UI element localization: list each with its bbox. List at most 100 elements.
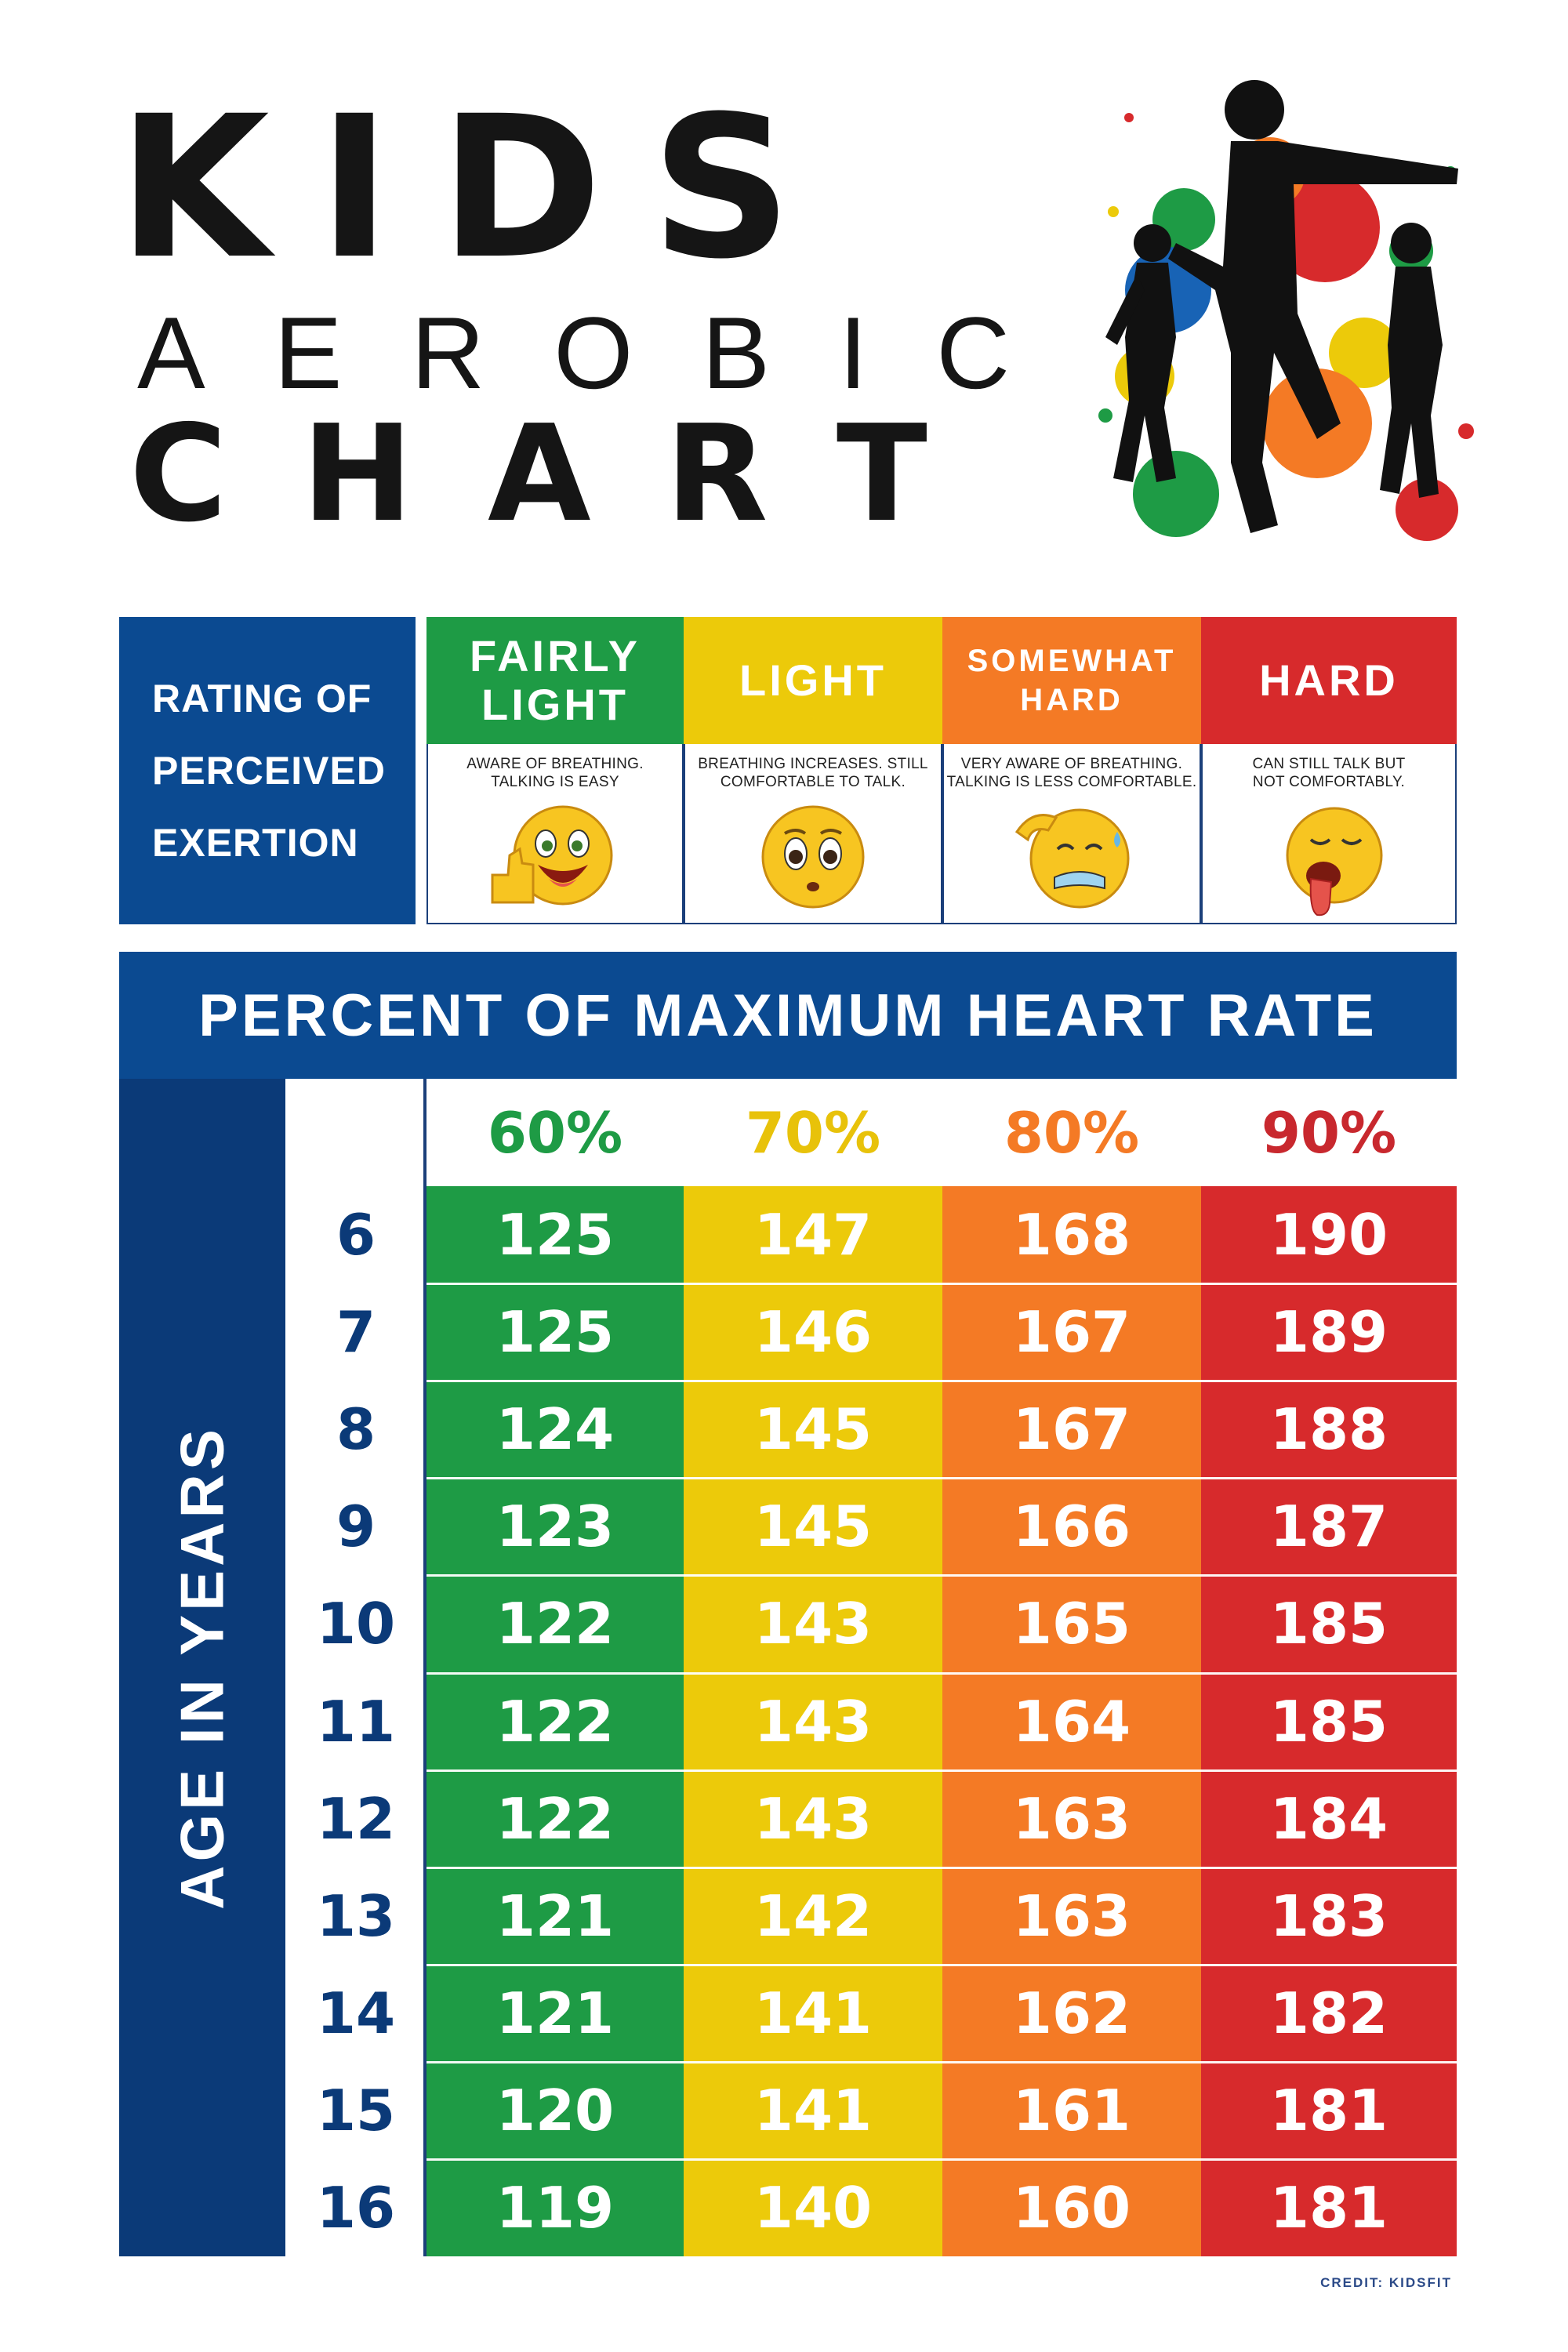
column-header: 80% (1004, 1100, 1140, 1166)
heart-rate-cell: 125 (495, 1202, 615, 1268)
age-band (119, 1079, 285, 2256)
credit-text: CREDIT: KIDSFIT (1320, 2275, 1452, 2290)
heart-rate-cell: 122 (495, 1688, 615, 1755)
heart-rate-cell: 147 (753, 1202, 873, 1268)
age-value: 10 (316, 1591, 396, 1657)
age-value: 6 (336, 1202, 376, 1268)
heart-rate-cell: 162 (1012, 1980, 1131, 2046)
title-aerobic: AEROBIC (137, 296, 1080, 410)
heart-rate-cell: 121 (495, 1980, 615, 2046)
running-kids-paint-splash-icon (1098, 80, 1474, 541)
rpe-body-light: BREATHING INCREASES. STILL COMFORTABLE T… (684, 744, 942, 924)
title-chart: CHART (129, 397, 1002, 552)
heart-rate-cell: 183 (1269, 1882, 1388, 1949)
heart-rate-cell: 143 (753, 1688, 873, 1755)
heart-rate-cell: 142 (753, 1882, 873, 1949)
heart-rate-cell: 185 (1269, 1688, 1388, 1755)
column-fill-70pct (684, 1186, 942, 2256)
heart-rate-cell: 145 (753, 1494, 873, 1560)
rpe-head-hard: HARD (1201, 617, 1457, 744)
heart-rate-cell: 188 (1269, 1396, 1388, 1463)
sweating-face-icon (1014, 808, 1130, 909)
age-value: 9 (336, 1494, 376, 1560)
row-divider (426, 2158, 1457, 2161)
rpe-head-line: SOMEWHAT (967, 644, 1177, 678)
heart-rate-cell: 120 (495, 2077, 615, 2143)
heart-rate-cell: 167 (1012, 1299, 1131, 1366)
rpe-body-hard: CAN STILL TALK BUT NOT COMFORTABLY. (1201, 744, 1457, 924)
age-value: 14 (316, 1980, 396, 2046)
heart-rate-cell: 141 (753, 2077, 873, 2143)
heart-rate-cell: 167 (1012, 1396, 1131, 1463)
heart-rate-cell: 121 (495, 1882, 615, 1949)
heart-rate-cell: 184 (1269, 1785, 1388, 1852)
rpe-head-line: LIGHT (481, 680, 629, 729)
age-axis-label: AGE IN YEARS (167, 1425, 237, 1910)
rpe-head-somewhat-hard: SOMEWHAT HARD (942, 617, 1201, 744)
rpe-desc-line: TALKING IS LESS COMFORTABLE. (946, 774, 1197, 790)
heart-rate-cell: 163 (1012, 1882, 1131, 1949)
age-value: 16 (316, 2175, 396, 2241)
rpe-body-fairly-light: AWARE OF BREATHING. TALKING IS EASY (426, 744, 684, 924)
rpe-divider (416, 617, 426, 924)
heart-rate-cell: 182 (1269, 1980, 1388, 2046)
heart-rate-cell: 160 (1012, 2175, 1131, 2241)
heart-rate-cell: 141 (753, 1980, 873, 2046)
rpe-label-line: PERCEIVED (152, 749, 386, 793)
heart-rate-cell: 124 (495, 1396, 615, 1463)
heart-rate-cell: 165 (1012, 1591, 1131, 1657)
age-value: 7 (336, 1299, 376, 1366)
row-divider (426, 1671, 1457, 1675)
column-header: 70% (745, 1100, 881, 1166)
heart-rate-cell: 143 (753, 1591, 873, 1657)
age-value: 12 (316, 1785, 396, 1852)
rpe-head-line: FAIRLY (470, 631, 641, 681)
heart-rate-cell: 145 (753, 1396, 873, 1463)
row-divider (426, 1574, 1457, 1577)
rpe-head-line: HARD (1020, 683, 1123, 717)
rpe-body-somewhat-hard: VERY AWARE OF BREATHING. TALKING IS LESS… (942, 744, 1201, 924)
heart-rate-cell: 125 (495, 1299, 615, 1366)
column-header: 60% (487, 1100, 623, 1166)
heart-rate-cell: 187 (1269, 1494, 1388, 1560)
heart-rate-cell: 181 (1269, 2077, 1388, 2143)
heart-rate-cell: 168 (1012, 1202, 1131, 1268)
heart-rate-cell: 140 (753, 2175, 873, 2241)
rpe-desc-line: VERY AWARE OF BREATHING. (960, 756, 1183, 772)
heart-rate-cell: 181 (1269, 2175, 1388, 2241)
rpe-desc-line: COMFORTABLE TO TALK. (720, 774, 906, 790)
heart-rate-cell: 190 (1269, 1202, 1388, 1268)
heart-rate-cell: 119 (495, 2175, 615, 2241)
age-value: 13 (316, 1882, 396, 1949)
rpe-desc-line: NOT COMFORTABLY. (1252, 774, 1406, 790)
heart-rate-cell: 163 (1012, 1785, 1131, 1852)
rpe-desc-line: AWARE OF BREATHING. (466, 756, 644, 772)
row-divider (426, 1380, 1457, 1383)
heart-rate-cell: 123 (495, 1494, 615, 1560)
column-fill-90pct (1201, 1186, 1457, 2256)
heart-rate-cell: 161 (1012, 2077, 1131, 2143)
rpe-head-fairly-light: FAIRLY LIGHT (426, 617, 684, 744)
column-fill-80pct (942, 1186, 1201, 2256)
heart-rate-cell: 122 (495, 1785, 615, 1852)
rpe-desc-line: TALKING IS EASY (491, 774, 619, 790)
rpe-head-light: LIGHT (684, 617, 942, 744)
age-value: 11 (316, 1688, 396, 1755)
nervous-face-icon (761, 805, 865, 909)
heart-rate-cell: 166 (1012, 1494, 1131, 1560)
heart-rate-cell: 189 (1269, 1299, 1388, 1366)
heart-rate-cell: 164 (1012, 1688, 1131, 1755)
row-divider (426, 1963, 1457, 1966)
rpe-head-line: HARD (1259, 655, 1399, 705)
column-header: 90% (1261, 1100, 1397, 1166)
age-number-column (285, 1079, 426, 2256)
rpe-desc-line: BREATHING INCREASES. STILL (698, 756, 928, 772)
row-divider (426, 1283, 1457, 1286)
rpe-desc-line: CAN STILL TALK BUT (1252, 756, 1406, 772)
title-kids: KIDS (118, 74, 841, 302)
rpe-label-line: EXERTION (152, 821, 359, 865)
heart-rate-table-title: PERCENT OF MAXIMUM HEART RATE (119, 952, 1457, 1079)
age-value: 8 (336, 1396, 376, 1463)
heart-rate-cell: 146 (753, 1299, 873, 1366)
thumbs-up-smile-icon (491, 805, 613, 906)
